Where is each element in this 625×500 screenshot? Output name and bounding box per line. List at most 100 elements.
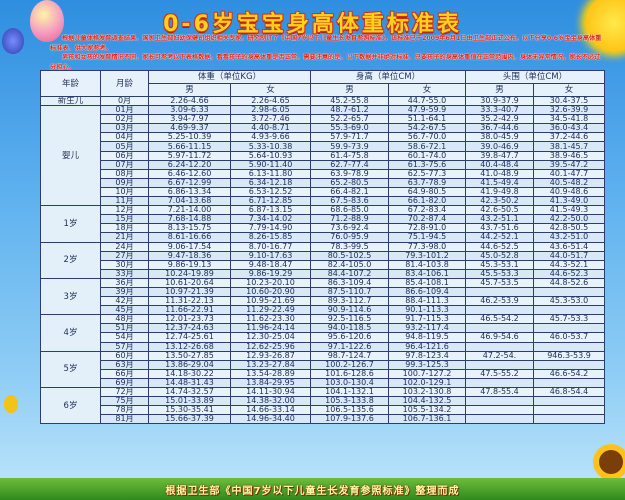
weight-male-cell: 12.74-25.61 [148,332,231,343]
table-row: 63月 13.86-29.04 13.23-27.84 100.2-126.7 99.3… [41,359,606,370]
weight-male-cell: 15.30-35.41 [148,405,231,416]
head-male-cell [465,405,535,416]
month-cell: 02月 [100,114,149,125]
weight-female-cell: 14.38-32.00 [229,396,312,407]
weight-male-cell: 7.04-13.68 [148,196,231,207]
intro-paragraph-1: 根据儿童体格发育调查结果，国家卫生部妇幼保健司组织相关专家，研究制订了《中国7岁… [50,35,602,52]
head-female-cell [533,359,606,370]
weight-female-cell: 11.96-24.14 [229,323,312,334]
weight-male-cell: 13.12-26.68 [148,341,231,352]
height-male-cell: 55.3-69.0 [310,123,390,134]
head-female-cell: 45.3-53.0 [533,296,606,307]
month-cell: 69月 [100,377,149,389]
head-female-cell: 32.6-39.9 [533,105,606,116]
weight-male-cell: 14.48-31.43 [148,377,231,389]
table-row: 21月 8.61-16.66 8.26-15.85 76.0-95.9 75.1-94.… [41,232,606,243]
weight-male-cell: 12.01-23.73 [148,314,231,325]
weight-male-cell: 9.86-19.13 [148,259,231,270]
head-female-cell [533,341,606,352]
age-group-cell: 1岁 [40,205,101,243]
head-male-cell: 42.3-50.2 [465,196,535,207]
page-title: 0-6岁宝宝身高体重标准表 [163,12,462,37]
head-male-cell: 45.5-53.3 [465,268,535,279]
head-female-cell: 38.9-46.5 [533,150,606,161]
head-female-cell [533,396,606,407]
height-male-cell: 80.5-102.5 [310,250,390,261]
weight-female-cell: 2.98-6.05 [229,105,312,116]
weight-male-cell: 13.50-27.85 [148,350,231,361]
head-male-cell: 38.0-45.9 [465,132,535,143]
weight-female-cell: 14.11-30.94 [229,386,312,398]
weight-female-cell: 8.26-15.85 [229,232,312,243]
head-female-cell: 30.4-37.5 [533,95,606,107]
weight-female-cell: 11.62-23.30 [229,314,312,325]
head-female-cell: 34.5-41.8 [533,114,606,125]
height-female-cell: 63.7-78.9 [388,177,467,188]
weight-male-cell: 8.13-15.75 [148,223,231,234]
height-female-cell: 85.4-108.1 [388,277,467,288]
age-group-cell: 婴儿 [40,105,101,207]
head-male-cell [465,377,535,389]
weight-female-cell: 9.10-17.63 [229,250,312,261]
header-weight-female: 女 [229,83,312,97]
height-female-cell: 91.7-115.3 [388,314,467,325]
weight-female-cell: 13.54-28.89 [229,368,312,379]
table-row: 54月 12.74-25.61 12.30-25.04 95.6-120.6 94.8-… [41,332,606,343]
head-male-cell: 45.3-53.1 [465,259,535,270]
weight-male-cell: 3.09-6.33 [148,105,231,116]
weight-female-cell: 5.33-10.38 [229,141,312,152]
height-female-cell: 58.6-72.1 [388,141,467,152]
weight-female-cell: 2.26-4.65 [229,95,312,107]
month-cell: 54月 [100,332,149,343]
header-head: 头围（单位CM） [465,70,606,84]
weight-male-cell: 6.46-12.60 [148,168,231,179]
month-cell: 11月 [100,196,149,207]
month-cell: 66月 [100,368,149,379]
head-female-cell: 37.2-44.6 [533,132,606,143]
month-cell: 72月 [100,386,149,398]
height-male-cell: 66.4-82.1 [310,186,390,198]
age-group-cell: 5岁 [40,350,101,389]
weight-female-cell: 14.66-33.14 [229,405,312,416]
head-male-cell: 33.3-40.7 [465,105,535,116]
weight-male-cell: 11.66-22.91 [148,305,231,316]
height-female-cell: 81.4-103.8 [388,259,467,270]
table-row: 18月 8.13-15.75 7.79-14.90 73.6-92.4 72.8-91.… [41,223,606,234]
height-male-cell: 73.6-92.4 [310,223,390,234]
height-female-cell: 54.2-67.5 [388,123,467,134]
head-male-cell: 41.0-48.9 [465,168,535,179]
height-female-cell: 106.7-136.1 [388,414,467,425]
height-female-cell: 93.2-117.4 [388,323,467,334]
weight-female-cell: 8.70-16.77 [229,241,312,252]
head-female-cell: 39.5-47.2 [533,159,606,170]
head-male-cell [465,286,535,298]
height-female-cell: 70.2-87.4 [388,214,467,225]
month-cell: 24月 [100,241,149,252]
footer-banner: 根据卫生部《中国7岁以下儿童生长发育参照标准》整理而成 [0,478,625,500]
table-row: 婴儿 01月 3.09-6.33 2.98-6.05 48.7-61.2 47.9-59.… [40,105,606,207]
table-row: 78月 15.30-35.41 14.66-33.14 106.5-135.6 105.… [41,405,606,416]
month-cell: 78月 [100,405,149,416]
header-weight: 体重（单位KG） [147,70,312,84]
height-female-cell: 60.1-74.0 [388,150,467,161]
weight-male-cell: 7.21-14.00 [148,205,231,216]
header-age: 年龄 [40,70,101,97]
height-female-cell: 88.4-111.3 [388,296,467,307]
head-female-cell: 41.3-49.0 [533,196,606,207]
height-male-cell: 95.6-120.6 [310,332,390,343]
height-female-cell: 97.8-123.4 [388,350,467,361]
table-row: 42月 11.31-22.13 10.95-21.69 89.3-112.7 88.4-… [41,296,606,307]
table-row: 08月 6.46-12.60 6.13-11.80 63.9-78.9 62.5-77.… [41,168,606,179]
head-female-cell: 43.2-51.0 [533,232,606,243]
weight-female-cell: 6.34-12.18 [229,177,312,188]
head-female-cell: 946.3-53.9 [533,350,606,361]
height-female-cell: 51.1-64.1 [388,114,467,125]
weight-male-cell: 5.25-10.39 [148,132,231,143]
height-male-cell: 106.5-135.6 [310,405,390,416]
weight-female-cell: 7.34-14.02 [229,214,312,225]
table-row: 03月 4.69-9.37 4.40-8.71 55.3-69.0 54.2-67.5 3… [41,123,606,134]
height-female-cell: 105.5-134.2 [388,405,467,416]
balloons-decoration [4,395,18,413]
height-male-cell: 98.7-124.7 [310,350,390,361]
weight-female-cell: 3.72-7.46 [229,114,312,125]
